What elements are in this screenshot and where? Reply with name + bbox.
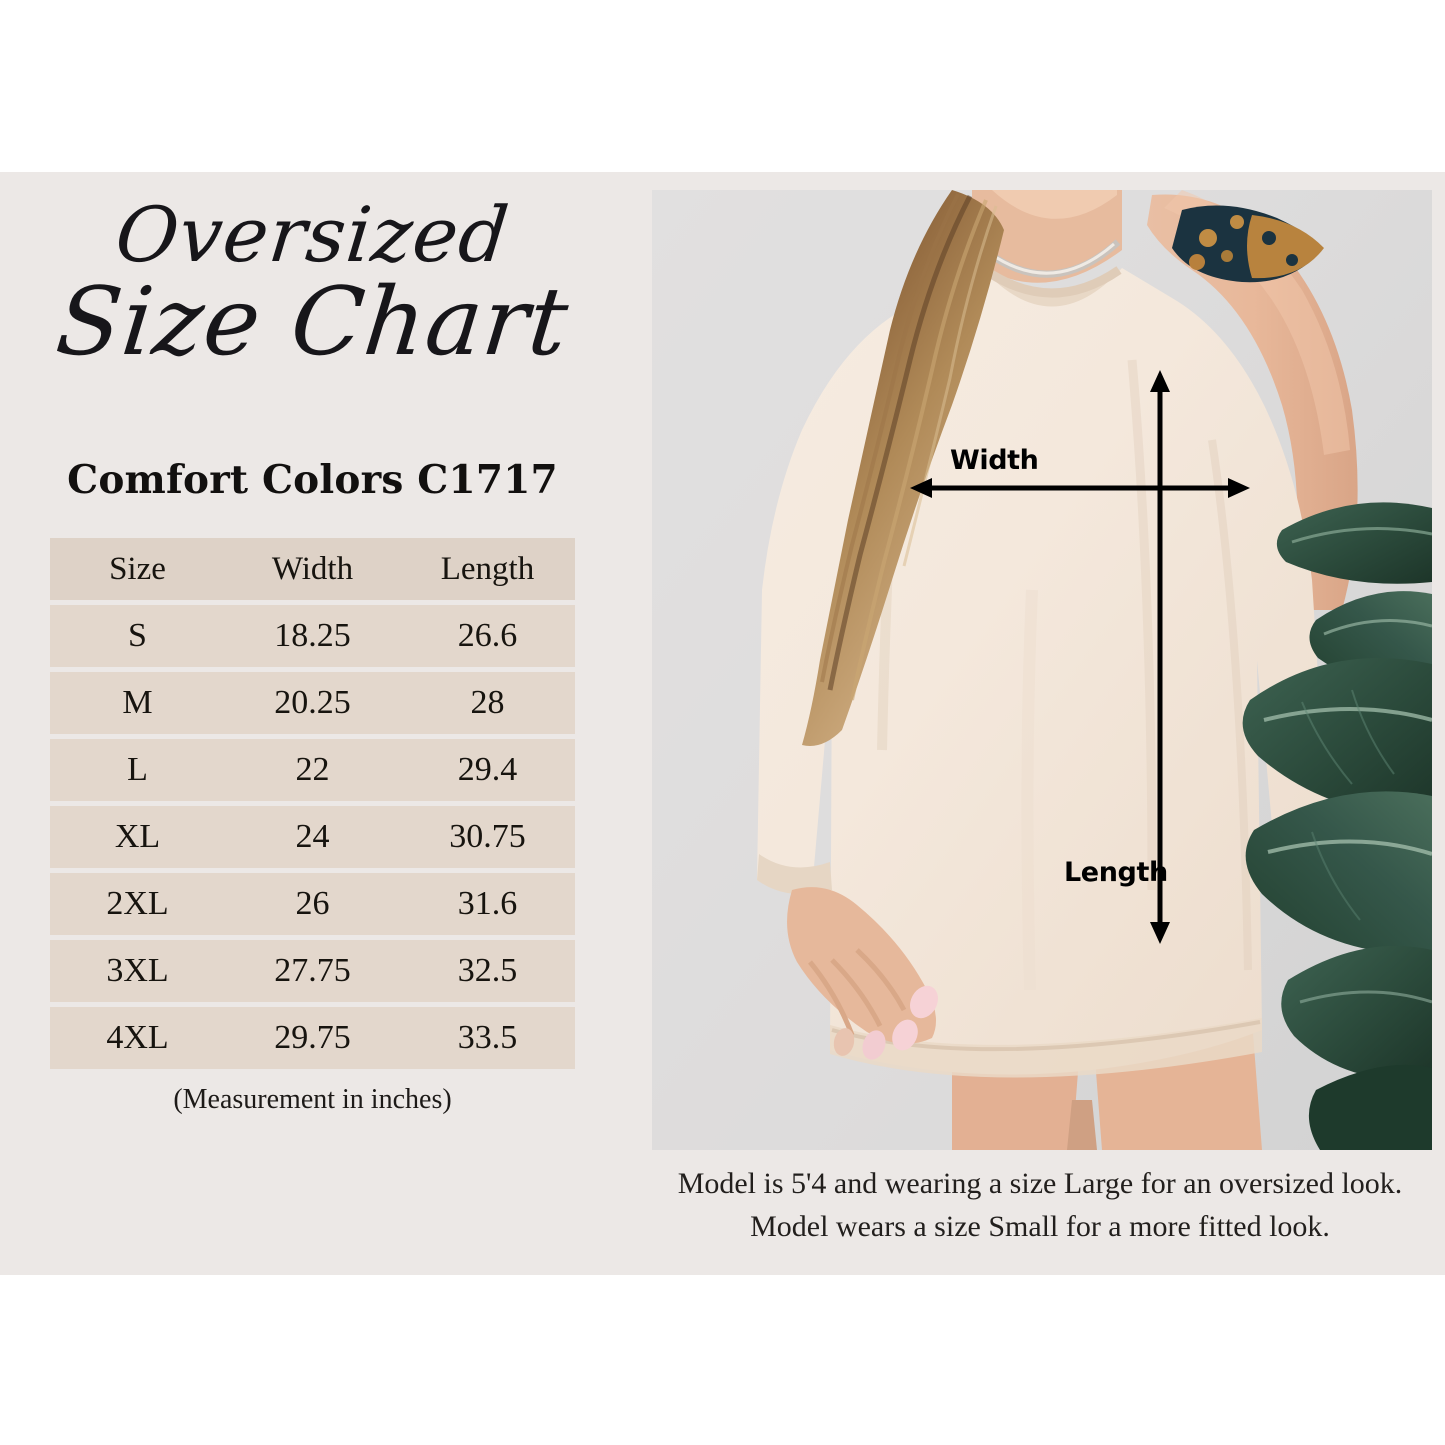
cell-size: 3XL [106, 952, 169, 989]
model-photo [652, 190, 1432, 1150]
column-header-width: Width [271, 550, 354, 587]
cell-width: 24 [295, 818, 330, 855]
cell-size: 2XL [106, 885, 169, 922]
table-header-row: Size Width Length [50, 538, 575, 600]
column-header-size: Size [109, 550, 166, 587]
page-title: Oversized Size Chart [0, 190, 625, 377]
table-row: 4XL 29.75 33.5 [50, 1007, 575, 1069]
table-row: L 22 29.4 [50, 739, 575, 801]
left-column: Oversized Size Chart Comfort Colors C171… [0, 172, 625, 1275]
cell-length: 33.5 [457, 1019, 518, 1056]
column-header-length: Length [440, 550, 535, 587]
cell-size: XL [114, 818, 161, 855]
cell-width: 26 [295, 885, 330, 922]
title-line-2: Size Chart [51, 267, 574, 377]
cell-width: 29.75 [274, 1019, 351, 1056]
table-row: XL 24 30.75 [50, 806, 575, 868]
table-row: M 20.25 28 [50, 672, 575, 734]
cell-width: 22 [295, 751, 330, 788]
table-row: 3XL 27.75 32.5 [50, 940, 575, 1002]
table-row: S 18.25 26.6 [50, 605, 575, 667]
cell-length: 32.5 [457, 952, 518, 989]
cell-size: M [122, 684, 153, 721]
title-line-1: Oversized [111, 190, 514, 279]
caption-line-1: Model is 5'4 and wearing a size Large fo… [677, 1167, 1403, 1200]
cell-length: 29.4 [457, 751, 518, 788]
cell-width: 18.25 [274, 617, 351, 654]
model-caption: Model is 5'4 and wearing a size Large fo… [640, 1163, 1440, 1248]
brand-subtitle: Comfort Colors C1717 [67, 457, 558, 503]
cell-width: 20.25 [274, 684, 351, 721]
size-table: Size Width Length S 18.25 26.6 M 20.25 2… [50, 538, 575, 1074]
cell-size: 4XL [106, 1019, 169, 1056]
cell-size: S [128, 617, 147, 654]
measurement-note: (Measurement in inches) [173, 1084, 452, 1115]
caption-line-2: Model wears a size Small for a more fitt… [750, 1209, 1330, 1243]
cell-length: 26.6 [457, 617, 518, 654]
cell-width: 27.75 [274, 952, 351, 989]
cell-length: 31.6 [457, 885, 518, 922]
cell-length: 28 [470, 684, 505, 721]
cell-length: 30.75 [449, 818, 526, 855]
cell-size: L [127, 751, 148, 788]
table-row: 2XL 26 31.6 [50, 873, 575, 935]
